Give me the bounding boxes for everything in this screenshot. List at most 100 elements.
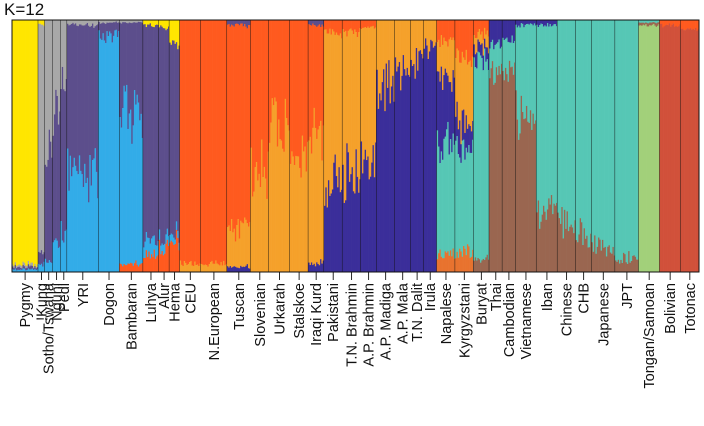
ancestry-segment: [457, 50, 460, 130]
ancestry-segment: [53, 240, 56, 273]
ancestry-segment: [78, 20, 81, 25]
ancestry-segment: [438, 39, 440, 72]
ancestry-segment: [506, 20, 508, 38]
ancestry-segment: [271, 98, 274, 273]
ancestry-segment: [657, 20, 659, 23]
ancestry-segment: [633, 255, 636, 273]
ancestry-segment: [672, 20, 675, 24]
ancestry-segment: [400, 90, 402, 273]
ancestry-segment: [242, 223, 245, 267]
ancestry-segment: [19, 269, 22, 273]
ancestry-segment: [649, 25, 651, 273]
ancestry-segment: [483, 259, 486, 273]
ancestry-segment: [133, 20, 136, 23]
ancestry-segment: [636, 259, 638, 273]
ancestry-segment: [371, 162, 373, 273]
ancestry-segment: [396, 20, 398, 72]
ancestry-segment: [103, 23, 106, 41]
ancestry-segment: [147, 24, 149, 238]
ancestry-segment: [643, 20, 646, 24]
ancestry-segment: [225, 263, 228, 273]
ancestry-segment: [348, 29, 351, 183]
ancestry-segment: [337, 187, 339, 273]
ancestry-segment: [654, 25, 657, 273]
ancestry-segment: [72, 20, 74, 24]
ancestry-segment: [34, 269, 36, 273]
ancestry-segment: [574, 220, 577, 273]
ancestry-segment: [634, 256, 637, 273]
ancestry-segment: [233, 228, 236, 267]
ancestry-segment: [342, 164, 345, 273]
ancestry-segment: [198, 20, 200, 267]
ancestry-segment: [642, 24, 645, 273]
ancestry-segment: [143, 247, 145, 259]
ancestry-segment: [352, 20, 355, 35]
ancestry-segment: [445, 252, 448, 273]
ancestry-segment: [447, 121, 449, 252]
ancestry-segment: [341, 38, 343, 191]
ancestry-segment: [449, 250, 452, 273]
ancestry-segment: [242, 26, 245, 224]
ancestry-segment: [525, 105, 528, 273]
ancestry-segment: [466, 152, 469, 245]
ancestry-segment: [571, 20, 574, 228]
ancestry-segment: [566, 211, 569, 273]
ancestry-segment: [666, 20, 668, 25]
ancestry-segment: [194, 20, 196, 262]
ancestry-segment: [483, 38, 486, 49]
ancestry-segment: [30, 269, 33, 273]
ancestry-segment: [178, 242, 181, 251]
ancestry-segment: [44, 20, 47, 165]
ancestry-segment: [227, 227, 229, 267]
ancestry-segment: [621, 263, 624, 273]
ancestry-segment: [418, 51, 421, 273]
ancestry-segment: [629, 20, 632, 263]
population-label: Bambaran: [124, 283, 140, 350]
ancestry-segment: [98, 20, 101, 23]
ancestry-segment: [170, 44, 173, 234]
ancestry-segment: [495, 43, 498, 68]
ancestry-segment: [150, 20, 153, 27]
ancestry-segment: [284, 20, 287, 100]
ancestry-segment: [99, 20, 102, 24]
ancestry-segment: [168, 236, 170, 247]
ancestry-segment: [409, 76, 411, 273]
ancestry-segment: [154, 25, 157, 246]
ancestry-segment: [473, 57, 476, 261]
ancestry-segment: [133, 263, 136, 273]
ancestry-segment: [485, 257, 487, 273]
ancestry-segment: [428, 51, 431, 273]
ancestry-segment: [473, 20, 476, 36]
ancestry-segment: [144, 241, 147, 259]
ancestry-segment: [516, 119, 519, 273]
ancestry-segment: [549, 204, 552, 273]
ancestry-segment: [459, 157, 461, 249]
ancestry-segment: [115, 29, 118, 273]
ancestry-segment: [541, 24, 544, 215]
ancestry-segment: [654, 20, 657, 23]
ancestry-segment: [369, 176, 372, 273]
ancestry-segment: [657, 25, 659, 273]
ancestry-segment: [12, 266, 14, 270]
ancestry-segment: [474, 257, 477, 273]
ancestry-segment: [519, 133, 522, 273]
ancestry-segment: [548, 20, 550, 27]
ancestry-segment: [216, 263, 219, 273]
ancestry-segment: [31, 262, 34, 267]
ancestry-segment: [206, 20, 208, 266]
ancestry-segment: [541, 214, 544, 273]
ancestry-segment: [309, 136, 312, 266]
ancestry-segment: [439, 81, 442, 164]
population-label: Pedi: [57, 283, 73, 312]
ancestry-segment: [313, 20, 316, 26]
ancestry-segment: [329, 28, 331, 197]
population-label: Vietnamese: [519, 283, 535, 359]
ancestry-segment: [123, 85, 126, 265]
ancestry-segment: [27, 264, 30, 269]
population-block: [12, 20, 39, 273]
population-block: [67, 20, 99, 273]
ancestry-segment: [683, 30, 685, 273]
ancestry-segment: [520, 95, 523, 273]
ancestry-segment: [539, 25, 541, 230]
ancestry-segment: [91, 23, 94, 161]
